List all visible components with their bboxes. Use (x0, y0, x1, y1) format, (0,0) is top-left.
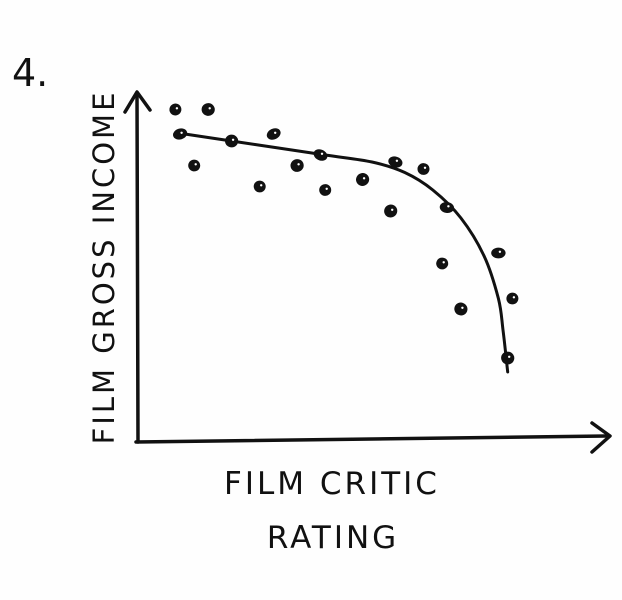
data-point (436, 257, 449, 270)
data-point-highlight (180, 131, 183, 134)
data-point-highlight (274, 131, 277, 134)
data-point (173, 128, 188, 140)
data-point-highlight (461, 306, 464, 309)
data-point (501, 351, 515, 365)
y-axis-arrowhead (123, 90, 152, 114)
y-axis-line (135, 93, 140, 444)
data-point (313, 149, 328, 161)
data-point-highlight (423, 166, 427, 169)
data-point-highlight (508, 355, 511, 358)
data-point-highlight (391, 208, 394, 211)
data-points (169, 103, 519, 365)
data-point-highlight (498, 250, 502, 253)
data-point (388, 156, 403, 168)
data-point (319, 184, 332, 196)
figure-number: 4. (12, 51, 48, 95)
data-point (454, 302, 468, 316)
data-point (201, 103, 215, 116)
data-point (290, 159, 304, 172)
data-point (417, 163, 430, 175)
data-point-highlight (512, 296, 516, 299)
data-point (169, 103, 182, 116)
data-point (253, 180, 266, 193)
x-axis-label-line-1: FILM CRITIC (224, 466, 440, 502)
x-axis-label-line-2: RATING (267, 520, 399, 556)
data-point (266, 128, 281, 140)
data-point-highlight (442, 261, 445, 264)
x-axis-arrowhead (590, 421, 612, 454)
data-point-highlight (325, 187, 328, 190)
data-point-highlight (208, 107, 211, 110)
data-point (439, 202, 455, 213)
data-point (384, 204, 398, 218)
axes (123, 90, 612, 454)
data-point-highlight (320, 152, 324, 155)
data-point (356, 173, 370, 186)
data-point-highlight (231, 138, 235, 141)
data-point-highlight (362, 177, 366, 180)
y-axis-label: FILM GROSS INCOME (87, 90, 121, 445)
data-point (225, 134, 239, 148)
x-axis-line (134, 434, 608, 444)
data-point (506, 292, 519, 305)
data-point (188, 159, 201, 172)
data-point-highlight (260, 184, 263, 187)
data-point-highlight (395, 159, 399, 162)
data-point-highlight (297, 163, 300, 166)
data-point-highlight (194, 163, 197, 166)
data-point (491, 247, 506, 259)
data-point-highlight (447, 205, 450, 208)
trend-curve (183, 132, 510, 374)
data-point-highlight (175, 107, 179, 110)
